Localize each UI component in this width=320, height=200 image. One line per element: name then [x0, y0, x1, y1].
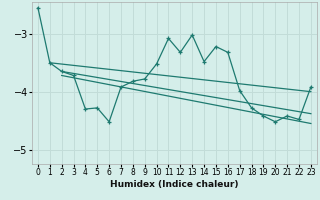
X-axis label: Humidex (Indice chaleur): Humidex (Indice chaleur): [110, 180, 239, 189]
